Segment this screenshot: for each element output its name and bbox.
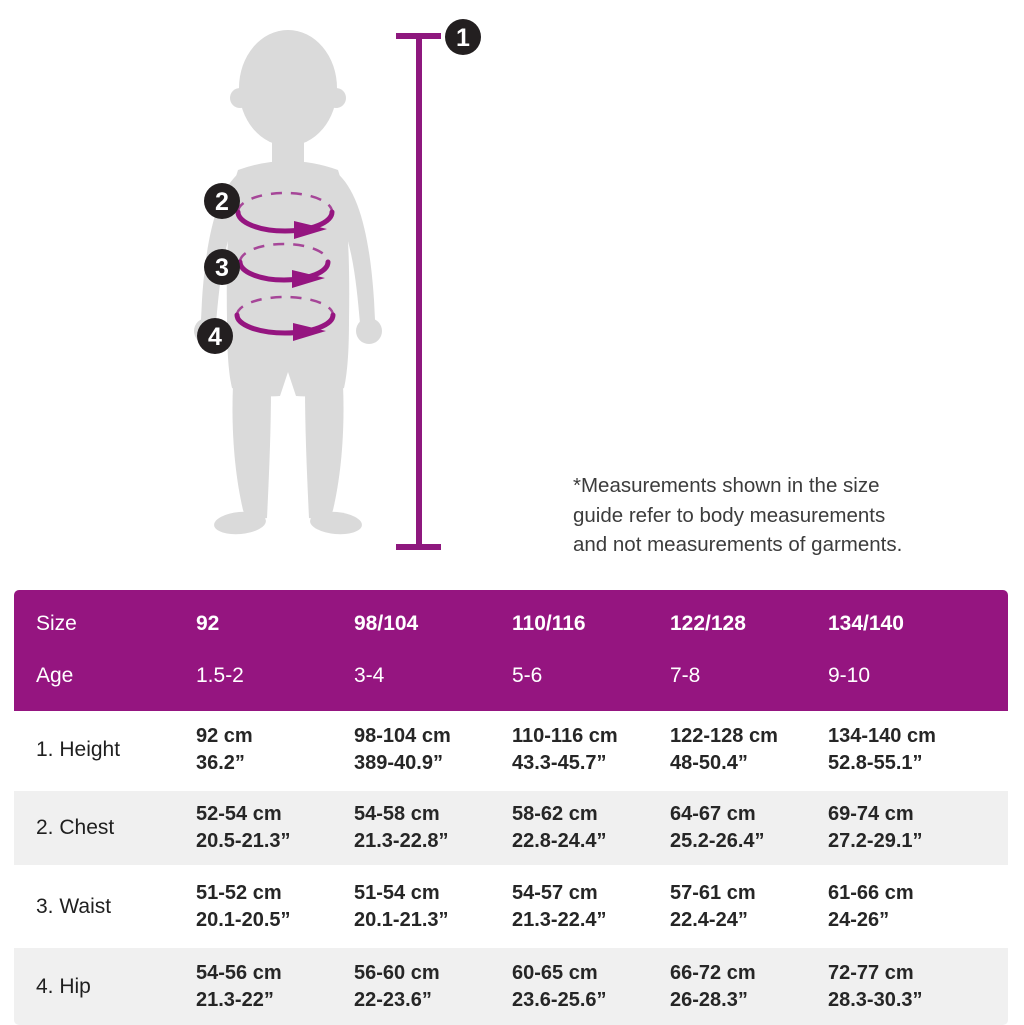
disclaimer-line: guide refer to body measurements bbox=[573, 503, 886, 527]
size-table: Size 92 98/104 110/116 122/128 134/140 A… bbox=[14, 590, 1008, 1025]
chest-size-134-140: 69-74 cm 27.2-29.1” bbox=[828, 803, 923, 852]
height-size-92: 92 cm 36.2” bbox=[196, 724, 253, 774]
age-col-1: 1.5-2 bbox=[196, 663, 244, 687]
size-col-5: 134/140 bbox=[828, 611, 904, 635]
chest-size-98-104: 54-58 cm 21.3-22.8” bbox=[354, 803, 449, 852]
row-label: 4. Hip bbox=[36, 974, 91, 998]
badge-3-label: 3 bbox=[215, 254, 229, 282]
height-size-110-116: 110-116 cm 43.3-45.7” bbox=[512, 724, 618, 774]
hip-size-110-116: 60-65 cm 23.6-25.6” bbox=[512, 961, 607, 1011]
age-col-2: 3-4 bbox=[354, 663, 385, 687]
chest-measure-line bbox=[235, 191, 335, 239]
chest-arrow-icon bbox=[294, 221, 327, 239]
age-col-4: 7-8 bbox=[670, 663, 701, 687]
table-row-chest: 2. Chest 52-54 cm 20.5-21.3” 54-58 cm 21… bbox=[14, 788, 1008, 868]
size-col-1: 92 bbox=[196, 611, 220, 635]
waist-size-122-128: 57-61 cm 22.4-24” bbox=[670, 881, 756, 931]
height-size-134-140: 134-140 cm 52.8-55.1” bbox=[828, 724, 936, 774]
age-header-row: Age 1.5-2 3-4 5-6 7-8 9-10 bbox=[14, 656, 1008, 695]
badge-3-circle bbox=[204, 249, 240, 285]
disclaimer-line: and not measurements of garments. bbox=[573, 533, 903, 556]
height-size-122-128: 122-128 cm 48-50.4” bbox=[670, 724, 778, 774]
age-header-label: Age bbox=[36, 663, 74, 687]
table-row-waist: 3. Waist 51-52 cm 20.1-20.5” 51-54 cm 20… bbox=[14, 868, 1008, 945]
waist-arrow-icon bbox=[292, 270, 325, 288]
size-header-row: Size 92 98/104 110/116 122/128 134/140 bbox=[14, 604, 1008, 643]
badge-2-circle bbox=[204, 183, 240, 219]
waist-measure-line bbox=[237, 242, 331, 288]
measure-badges: 1 2 3 4 bbox=[197, 19, 481, 354]
hip-size-92: 54-56 cm 21.3-22” bbox=[196, 961, 282, 1011]
child-silhouette-diagram: 1 2 3 4 bbox=[194, 19, 481, 550]
table-header: Size 92 98/104 110/116 122/128 134/140 A… bbox=[14, 590, 1008, 711]
disclaimer-line: *Measurements shown in the size bbox=[573, 474, 880, 497]
row-label: 3. Waist bbox=[36, 894, 112, 918]
badge-4-circle bbox=[197, 318, 233, 354]
hip-size-122-128: 66-72 cm 26-28.3” bbox=[670, 961, 756, 1011]
row-label: 2. Chest bbox=[36, 816, 115, 839]
waist-size-98-104: 51-54 cm 20.1-21.3” bbox=[354, 881, 449, 931]
badge-1-circle bbox=[445, 19, 481, 55]
chest-size-122-128: 64-67 cm 25.2-26.4” bbox=[670, 803, 765, 852]
waist-size-110-116: 54-57 cm 21.3-22.4” bbox=[512, 881, 607, 931]
hip-measure-line bbox=[234, 295, 336, 341]
size-header-label: Size bbox=[36, 611, 77, 635]
chest-size-110-116: 58-62 cm 22.8-24.4” bbox=[512, 803, 607, 852]
waist-size-92: 51-52 cm 20.1-20.5” bbox=[196, 881, 291, 931]
height-size-98-104: 98-104 cm 389-40.9” bbox=[354, 724, 451, 774]
row-label: 1. Height bbox=[36, 737, 121, 761]
size-col-4: 122/128 bbox=[670, 611, 746, 635]
waist-size-134-140: 61-66 cm 24-26” bbox=[828, 881, 914, 931]
badge-1-label: 1 bbox=[456, 24, 470, 52]
hip-arrow-icon bbox=[293, 323, 326, 341]
chest-size-92: 52-54 cm 20.5-21.3” bbox=[196, 803, 291, 852]
badge-4-label: 4 bbox=[208, 323, 222, 351]
hip-size-134-140: 72-77 cm 28.3-30.3” bbox=[828, 961, 923, 1011]
table-row-hip: 4. Hip 54-56 cm 21.3-22” 56-60 cm 22-23.… bbox=[14, 945, 1008, 1025]
hip-size-98-104: 56-60 cm 22-23.6” bbox=[354, 961, 440, 1011]
size-col-3: 110/116 bbox=[512, 611, 586, 635]
badge-2-label: 2 bbox=[215, 188, 229, 216]
size-guide-diagram: 1 2 3 4 *Measurements shown in the size … bbox=[194, 19, 993, 560]
age-col-3: 5-6 bbox=[512, 663, 543, 687]
height-measure-line bbox=[396, 33, 441, 550]
disclaimer-note: *Measurements shown in the size guide re… bbox=[573, 471, 993, 560]
table-row-height: 1. Height 92 cm 36.2” 98-104 cm 389-40.9… bbox=[14, 711, 1008, 788]
age-col-5: 9-10 bbox=[828, 663, 871, 687]
size-col-2: 98/104 bbox=[354, 611, 419, 635]
